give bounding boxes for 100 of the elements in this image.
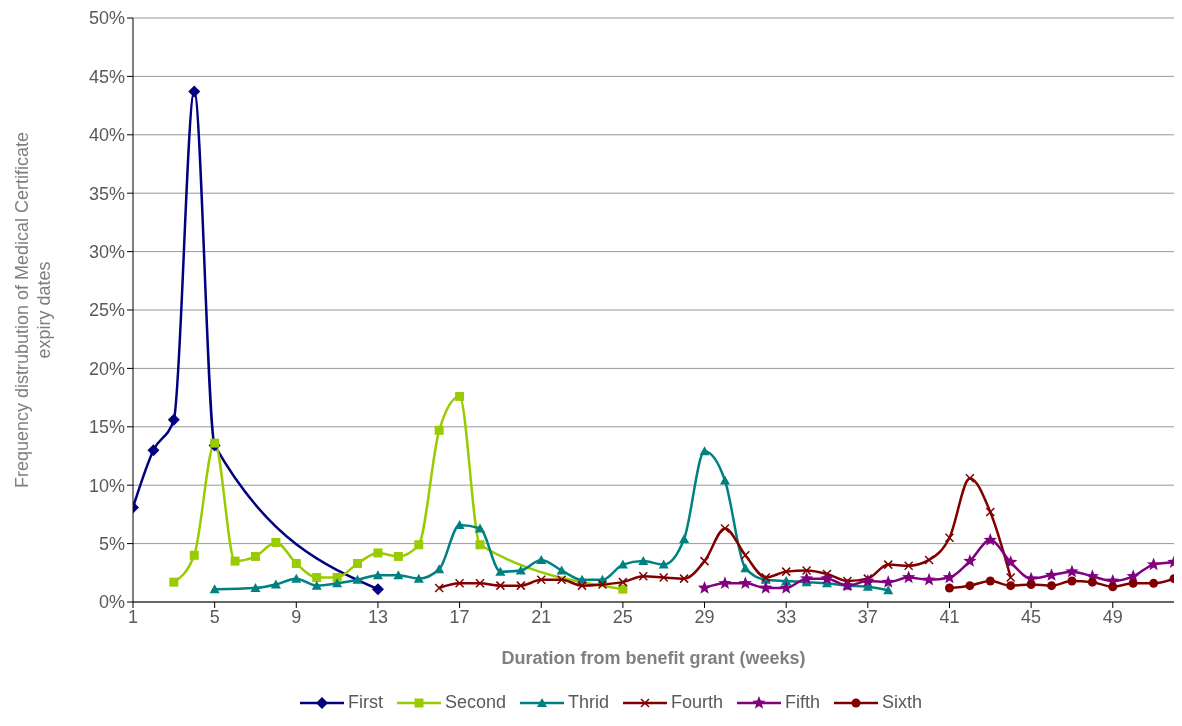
- point: [699, 556, 710, 566]
- point: [679, 533, 690, 543]
- point: [881, 575, 895, 588]
- point: [720, 523, 730, 534]
- point: [799, 571, 814, 585]
- point: [638, 556, 649, 566]
- point: [944, 533, 955, 543]
- point: [842, 576, 853, 586]
- x-tick-label: 17: [449, 606, 470, 627]
- point: [679, 573, 689, 584]
- y-tick-label: 20%: [88, 358, 125, 379]
- point: [169, 577, 179, 587]
- point: [271, 537, 281, 547]
- point: [311, 580, 322, 590]
- point: [475, 523, 485, 533]
- x-tick-label: 25: [612, 606, 633, 627]
- legend-label: First: [347, 692, 383, 713]
- point: [901, 570, 916, 584]
- point: [903, 561, 914, 571]
- y-tick-label: 35%: [88, 183, 125, 204]
- point: [373, 548, 383, 558]
- point: [1004, 555, 1018, 568]
- point: [718, 576, 732, 589]
- y-tick-label: 25%: [88, 300, 125, 321]
- point: [738, 576, 753, 589]
- x-tick-label: 33: [776, 606, 797, 627]
- y-tick-label: 0%: [98, 592, 125, 613]
- point: [801, 565, 812, 576]
- point: [597, 579, 608, 590]
- x-tick-label: 29: [694, 606, 715, 627]
- point: [1067, 576, 1077, 586]
- legend-label: Fourth: [671, 692, 724, 713]
- legend-label: Fifth: [785, 692, 821, 713]
- point: [516, 580, 526, 591]
- point: [209, 584, 220, 594]
- point: [352, 574, 363, 584]
- point: [779, 580, 793, 594]
- x-tick-label: 45: [1021, 606, 1042, 627]
- point: [883, 585, 894, 595]
- point: [942, 570, 957, 584]
- point: [371, 583, 384, 596]
- point: [291, 558, 301, 568]
- point: [1026, 579, 1036, 589]
- point: [332, 578, 343, 588]
- point: [1149, 578, 1159, 588]
- point: [1146, 557, 1161, 571]
- point: [556, 565, 567, 575]
- point: [577, 580, 587, 591]
- x-tick-label: 49: [1102, 606, 1123, 627]
- point: [393, 551, 403, 561]
- point: [740, 563, 751, 573]
- point: [965, 473, 975, 483]
- point: [740, 550, 751, 561]
- point: [147, 444, 160, 457]
- point: [1044, 568, 1059, 581]
- x-tick-label: 5: [209, 606, 220, 627]
- point: [1047, 581, 1057, 591]
- point: [434, 564, 445, 574]
- y-tick-label: 50%: [88, 8, 125, 29]
- point: [475, 578, 485, 589]
- point: [699, 446, 710, 456]
- legend-label: Thrid: [567, 692, 609, 713]
- point: [985, 576, 995, 586]
- point: [413, 573, 424, 583]
- point: [781, 566, 791, 577]
- point: [1065, 564, 1079, 578]
- point: [638, 571, 649, 582]
- x-tick-label: 21: [531, 606, 552, 627]
- point: [536, 554, 547, 564]
- x-tick-label: 41: [939, 606, 960, 627]
- x-tick-label: 9: [291, 606, 302, 627]
- point: [454, 578, 465, 589]
- point: [250, 582, 261, 592]
- point: [454, 519, 465, 529]
- point: [1087, 577, 1097, 587]
- point: [556, 575, 567, 585]
- point: [353, 558, 363, 568]
- point: [312, 572, 322, 582]
- point: [658, 559, 669, 569]
- y-tick-label: 30%: [88, 241, 125, 262]
- point: [475, 540, 485, 550]
- point: [210, 438, 220, 448]
- point: [188, 85, 201, 98]
- point: [1128, 578, 1138, 588]
- point: [1006, 581, 1016, 591]
- point: [393, 570, 404, 580]
- point: [495, 566, 506, 576]
- x-tick-label: 37: [857, 606, 878, 627]
- y-tick-label: 45%: [88, 66, 125, 87]
- y-axis-title: Frequency distrubution of Medical Certificate expiry dates: [12, 131, 54, 489]
- point: [1005, 572, 1016, 583]
- point: [332, 572, 342, 582]
- point: [697, 580, 712, 594]
- point: [189, 550, 199, 560]
- point: [618, 577, 628, 587]
- legend-label: Second: [444, 692, 506, 713]
- y-tick-label: 40%: [88, 125, 125, 146]
- legend-label: Sixth: [882, 692, 923, 713]
- y-tick-label: 5%: [98, 533, 125, 554]
- point: [434, 583, 444, 593]
